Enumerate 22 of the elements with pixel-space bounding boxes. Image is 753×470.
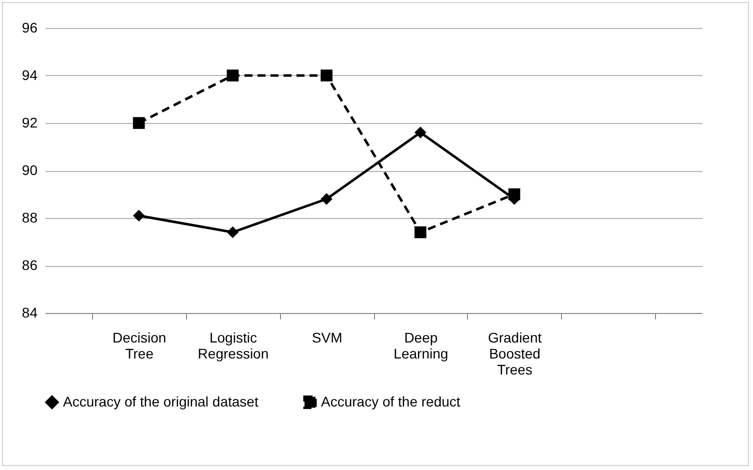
legend-label: Accuracy of the reduct (321, 393, 460, 410)
legend-label: Accuracy of the original dataset (63, 393, 258, 410)
y-tick-label: 96 (22, 20, 38, 36)
y-tick-label: 86 (22, 257, 38, 273)
point (132, 117, 145, 129)
point (132, 210, 145, 222)
point (320, 193, 332, 205)
y-tick-label: 94 (22, 67, 38, 83)
y-tick-label: 84 (22, 304, 38, 320)
x-tick-label: SVM (312, 330, 342, 346)
point (226, 226, 239, 238)
y-tick-label: 90 (22, 162, 38, 178)
y-tick-label: 88 (22, 210, 38, 226)
y-tick-label: 92 (22, 114, 38, 130)
point (320, 70, 332, 82)
x-tick-label: Decision Tree (112, 330, 166, 362)
point (414, 226, 426, 238)
point (414, 126, 426, 138)
x-tick-label: Deep Learning (394, 330, 448, 362)
point (226, 70, 239, 82)
x-tick-label: Gradient Boosted Trees (488, 330, 542, 378)
x-tick-label: Logistic Regression (198, 330, 269, 362)
